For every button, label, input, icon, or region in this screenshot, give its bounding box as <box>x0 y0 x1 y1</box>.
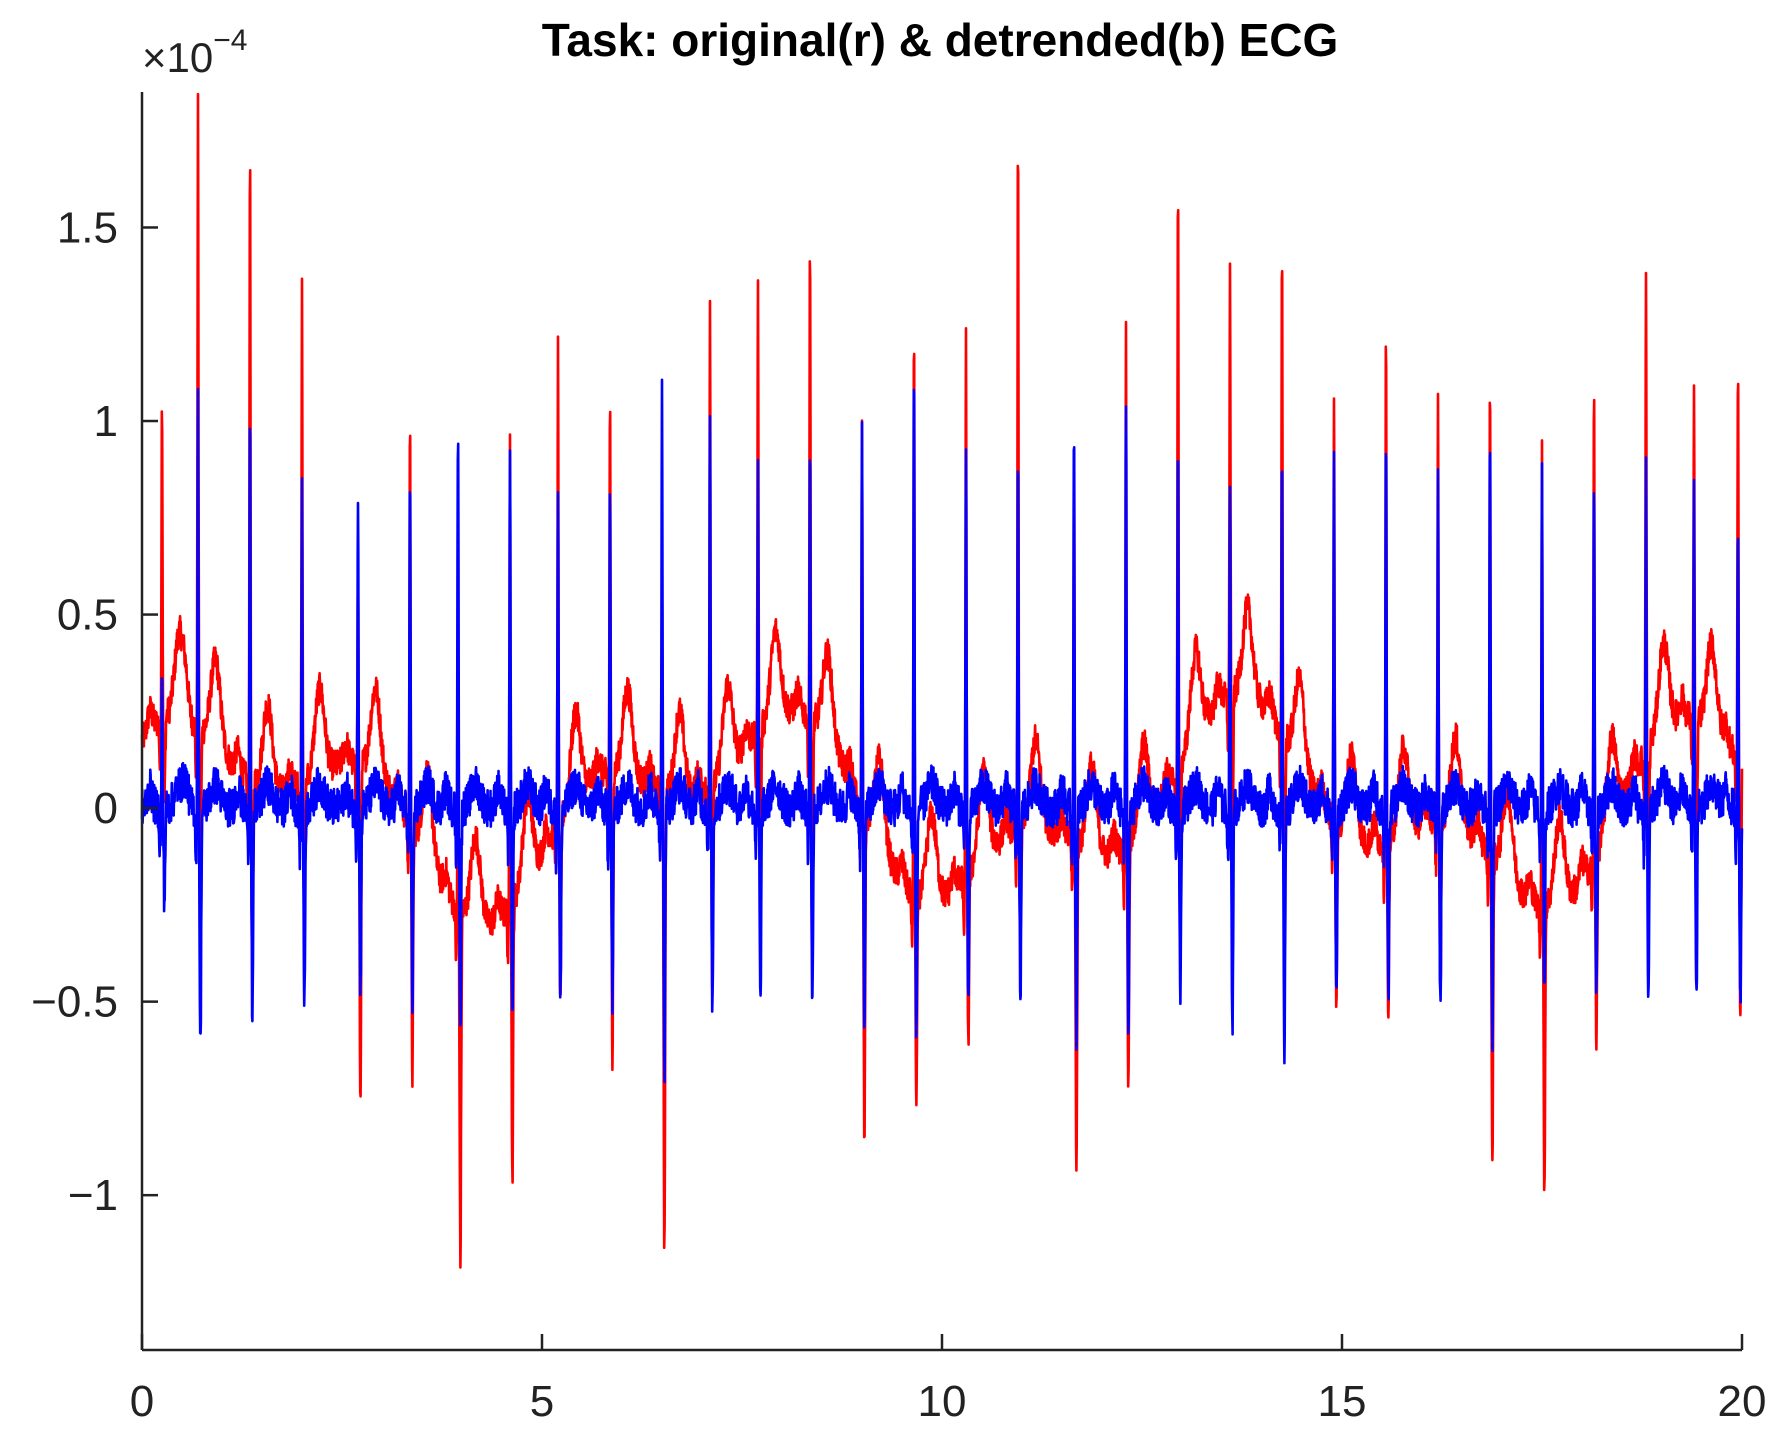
y-tick-label: 0 <box>94 784 118 833</box>
series-layer <box>140 92 1744 1269</box>
svg-text:×10−4: ×10−4 <box>142 24 247 81</box>
x-tick-label: 15 <box>1318 1377 1367 1426</box>
y-tick-label: −1 <box>68 1171 118 1220</box>
x-tick-label: 20 <box>1718 1377 1767 1426</box>
y-scale-multiplier-base: ×10 <box>142 34 213 81</box>
y-scale-multiplier-exponent: −4 <box>213 24 247 57</box>
axes-layer <box>140 92 1742 1352</box>
y-tick-layer: −1 −0.5 0 0.5 1 1.5 <box>31 203 158 1220</box>
x-tick-label: 10 <box>918 1377 967 1426</box>
x-tick-label: 0 <box>130 1377 154 1426</box>
y-tick-label: 0.5 <box>57 591 118 640</box>
series-line-original <box>140 92 1744 1269</box>
y-scale-multiplier: ×10−4 <box>142 24 247 81</box>
y-tick-label: 1.5 <box>57 203 118 252</box>
x-tick-layer: 0 5 10 15 20 <box>130 1334 1767 1426</box>
x-tick-label: 5 <box>530 1377 554 1426</box>
y-tick-label: 1 <box>94 397 118 446</box>
chart-title: Task: original(r) & detrended(b) ECG <box>542 14 1339 66</box>
y-tick-label: −0.5 <box>31 978 118 1027</box>
series-line-detrended <box>140 378 1744 1084</box>
